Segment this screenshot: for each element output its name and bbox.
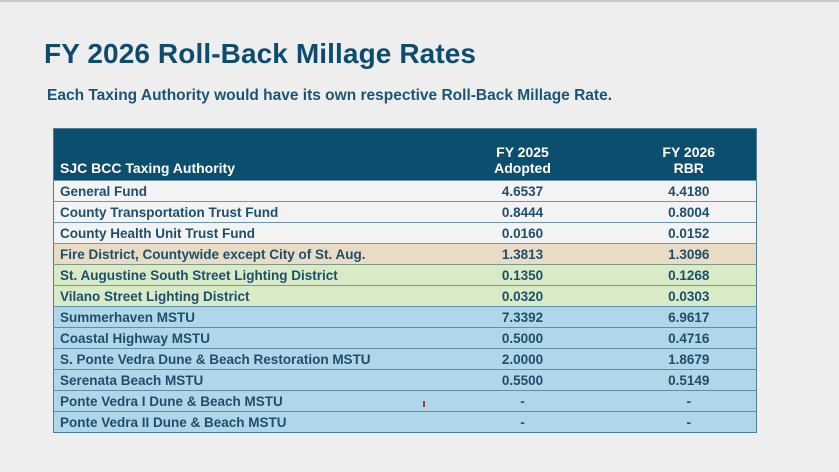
table-row: Coastal Highway MSTU 0.5000 0.4716 [53,327,757,349]
cell-fy2026-rbr: 4.4180 [629,180,757,202]
cell-taxing-authority: Serenata Beach MSTU [53,369,452,391]
cell-taxing-authority: Fire District, Countywide except City of… [53,243,452,265]
cell-fy2026-rbr: 1.3096 [629,243,757,265]
cell-taxing-authority: County Transportation Trust Fund [53,201,452,223]
cell-fy2026-rbr: 0.1268 [629,264,757,286]
table-row: Summerhaven MSTU 7.3392 6.9617 [53,306,757,328]
cell-taxing-authority: S. Ponte Vedra Dune & Beach Restoration … [53,348,452,370]
cell-taxing-authority: Ponte Vedra I Dune & Beach MSTU [53,390,452,412]
table-row: Vilano Street Lighting District 0.0320 0.0… [53,285,757,307]
millage-rate-table: SJC BCC Taxing Authority FY 2025 Adopted… [53,128,757,433]
cell-taxing-authority: Coastal Highway MSTU [53,327,452,349]
cell-fy2026-rbr: 0.0152 [629,222,757,244]
header-fy2025-line1: FY 2025 [496,144,549,160]
cell-fy2026-rbr: 0.4716 [629,327,757,349]
cell-fy2026-rbr: - [629,390,757,412]
table-row: St. Augustine South Street Lighting Dist… [53,264,757,286]
cell-fy2026-rbr: 0.0303 [629,285,757,307]
cell-fy2025-adopted: 4.6537 [451,180,630,202]
cell-fy2025-adopted: 1.3813 [451,243,630,265]
cell-fy2026-rbr: 6.9617 [629,306,757,328]
cell-fy2025-adopted: 7.3392 [451,306,630,328]
cell-fy2025-adopted: 0.0160 [451,222,630,244]
table-row: S. Ponte Vedra Dune & Beach Restoration … [53,348,757,370]
table-row: Serenata Beach MSTU 0.5500 0.5149 [53,369,757,391]
header-fy2025-adopted: FY 2025 Adopted [451,128,630,181]
table-row: Ponte Vedra II Dune & Beach MSTU - - [53,411,757,433]
cell-taxing-authority: General Fund [53,180,452,202]
table-row: Fire District, Countywide except City of… [53,243,757,265]
header-fy2026-rbr: FY 2026 RBR [629,128,757,181]
table-row: County Transportation Trust Fund 0.8444 0.… [53,201,757,223]
cell-fy2026-rbr: - [629,411,757,433]
cursor-mark [423,401,425,407]
cell-fy2026-rbr: 1.8679 [629,348,757,370]
table-row: County Health Unit Trust Fund 0.0160 0.015… [53,222,757,244]
cell-fy2025-adopted: 0.8444 [451,201,630,223]
table-row: General Fund 4.6537 4.4180 [53,180,757,202]
cell-fy2025-adopted: - [451,411,630,433]
slide-subtitle: Each Taxing Authority would have its own… [47,87,613,104]
cell-fy2025-adopted: 0.5500 [451,369,630,391]
cell-taxing-authority: Vilano Street Lighting District [53,285,452,307]
cell-taxing-authority: County Health Unit Trust Fund [53,222,452,244]
table-header-row: SJC BCC Taxing Authority FY 2025 Adopted… [53,128,757,181]
header-fy2026-line2: RBR [673,160,704,176]
cell-fy2025-adopted: - [451,390,630,412]
cell-fy2026-rbr: 0.8004 [629,201,757,223]
cell-fy2025-adopted: 0.1350 [451,264,630,286]
cell-fy2026-rbr: 0.5149 [629,369,757,391]
cell-taxing-authority: Ponte Vedra II Dune & Beach MSTU [53,411,452,433]
cell-taxing-authority: Summerhaven MSTU [53,306,452,328]
slide-title: FY 2026 Roll-Back Millage Rates [44,38,477,69]
cell-fy2025-adopted: 0.0320 [451,285,630,307]
table-row: Ponte Vedra I Dune & Beach MSTU - - [53,390,757,412]
header-taxing-authority: SJC BCC Taxing Authority [53,128,452,181]
cell-taxing-authority: St. Augustine South Street Lighting Dist… [53,264,452,286]
cell-fy2025-adopted: 2.0000 [451,348,630,370]
header-fy2025-line2: Adopted [494,160,551,176]
header-fy2026-line1: FY 2026 [662,144,716,160]
cell-fy2025-adopted: 0.5000 [451,327,630,349]
table-body: General Fund 4.6537 4.4180 County Transport… [53,180,757,433]
